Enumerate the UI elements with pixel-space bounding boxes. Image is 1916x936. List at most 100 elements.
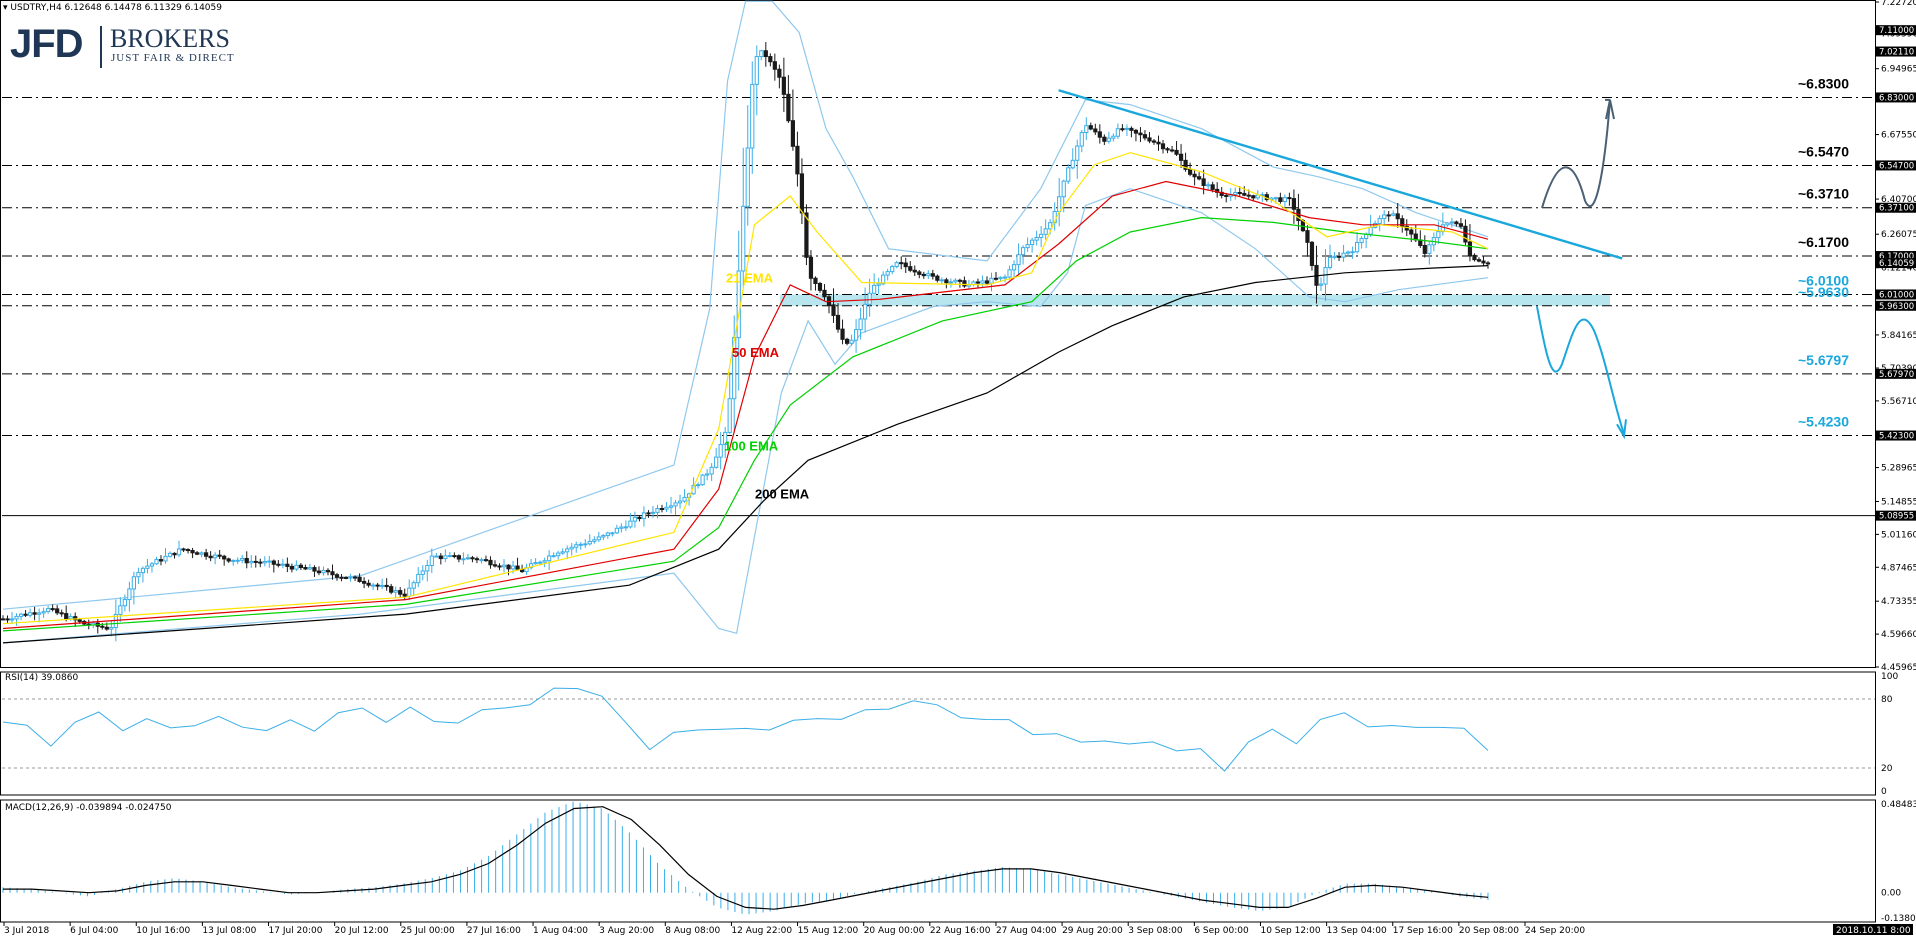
time-tick-label: 20 Sep 08:00 (1459, 926, 1519, 936)
candle-body (565, 548, 570, 553)
timestamp-label: 2018.10.11 8:00 (1836, 926, 1911, 936)
candle-body (777, 68, 782, 78)
candle-body (1386, 214, 1391, 217)
candle-body (1111, 135, 1116, 139)
price-flag (1876, 46, 1916, 57)
candle-body (723, 431, 728, 446)
candle-body (1093, 128, 1098, 133)
candle-body (140, 567, 146, 574)
candle-body (605, 532, 610, 537)
candle-body (696, 484, 701, 487)
candle-body (190, 550, 195, 554)
bullish-arrowhead (1605, 98, 1615, 120)
price-flag (1876, 92, 1916, 103)
price-panel-border (0, 0, 1876, 668)
candle-body (1160, 143, 1166, 150)
candle-body (813, 277, 818, 284)
candle-body (745, 147, 750, 207)
price-flag-label: 6.17000 (1879, 252, 1914, 262)
price-tick-label: 6.40700 (1881, 195, 1916, 205)
logo-tagline: JUST FAIR & DIRECT (111, 52, 235, 64)
candle-body (831, 304, 836, 316)
candle-body (352, 576, 358, 579)
logo-brand: JFD (10, 22, 84, 66)
candle-body (1327, 256, 1333, 269)
candle-body (863, 303, 868, 320)
candle-body (578, 543, 583, 546)
candle-body (1210, 184, 1215, 190)
candle-body (763, 50, 768, 58)
candle-body (533, 562, 538, 565)
candle-body (632, 516, 638, 522)
candle-body (258, 561, 263, 564)
candle-body (903, 262, 908, 268)
candle-body (1345, 251, 1351, 254)
candle-body (1332, 255, 1337, 258)
level-label: ~6.3710 (1798, 186, 1849, 202)
candle-body (325, 569, 331, 573)
candle-body (849, 339, 854, 344)
candle-body (908, 266, 913, 271)
rsi-tick-label: 0 (1881, 787, 1887, 797)
candle-body (1309, 241, 1315, 266)
candle-body (149, 563, 155, 567)
candle-body (1436, 231, 1441, 239)
time-tick-label: 17 Jul 20:00 (269, 926, 323, 936)
candle-body (122, 599, 127, 607)
candle-body (790, 120, 795, 147)
candle-body (9, 618, 15, 621)
candle-body (944, 279, 949, 284)
candle-body (208, 555, 213, 559)
candle-body (574, 544, 579, 548)
candle-body (876, 283, 881, 286)
candle-body (136, 572, 141, 578)
macd-histogram (2, 801, 1489, 915)
price-flag (1876, 289, 1916, 300)
candle-body (465, 557, 471, 560)
level-label: ~5.9630 (1798, 284, 1849, 300)
candle-body (759, 50, 764, 58)
bearish-scenario-arrow (1536, 306, 1625, 435)
candle-body (1445, 222, 1450, 226)
candle-body (307, 567, 313, 570)
candle-body (1142, 134, 1148, 139)
price-tick-label: 6.26075 (1881, 230, 1916, 240)
candle-body (1449, 221, 1454, 224)
candle-body (1237, 192, 1242, 195)
candle-body (1391, 213, 1396, 216)
time-tick-label: 6 Sep 00:00 (1194, 926, 1249, 936)
jfd-logo: JFD BROKERS JUST FAIR & DIRECT (10, 22, 234, 68)
candles (0, 42, 1491, 642)
time-tick-label: 17 Sep 16:00 (1393, 926, 1453, 936)
price-tick-label: 6.67550 (1881, 131, 1916, 141)
candle-body (917, 271, 922, 275)
candle-body (840, 328, 845, 340)
level-label: ~6.0100 (1798, 272, 1849, 288)
price-flag-label: 5.96300 (1879, 302, 1914, 312)
candle-body (1472, 254, 1477, 261)
candle-body (429, 555, 434, 567)
candle-body (962, 280, 967, 287)
candle-body (407, 587, 412, 597)
price-flag-label: 6.83000 (1879, 93, 1914, 103)
time-tick-label: 20 Aug 00:00 (864, 926, 925, 936)
candle-body (158, 559, 164, 562)
candle-body (799, 173, 805, 214)
candle-body (1201, 178, 1206, 186)
candle-body (682, 496, 687, 502)
candle-body (1382, 214, 1387, 220)
candle-body (267, 560, 272, 563)
candle-body (131, 576, 136, 590)
candle-body (542, 560, 547, 563)
candle-body (1151, 140, 1157, 143)
ema-label: 100 EMA (724, 439, 779, 454)
candle-body (569, 546, 574, 550)
time-tick-label: 3 Sep 08:00 (1128, 926, 1183, 936)
candle-body (213, 554, 218, 559)
dropdown-triangle-icon[interactable]: ▾ (3, 3, 8, 13)
candle-body (1273, 197, 1278, 200)
candle-body (488, 559, 493, 566)
candle-body (1192, 173, 1197, 178)
time-tick-label: 22 Aug 16:00 (930, 926, 991, 936)
